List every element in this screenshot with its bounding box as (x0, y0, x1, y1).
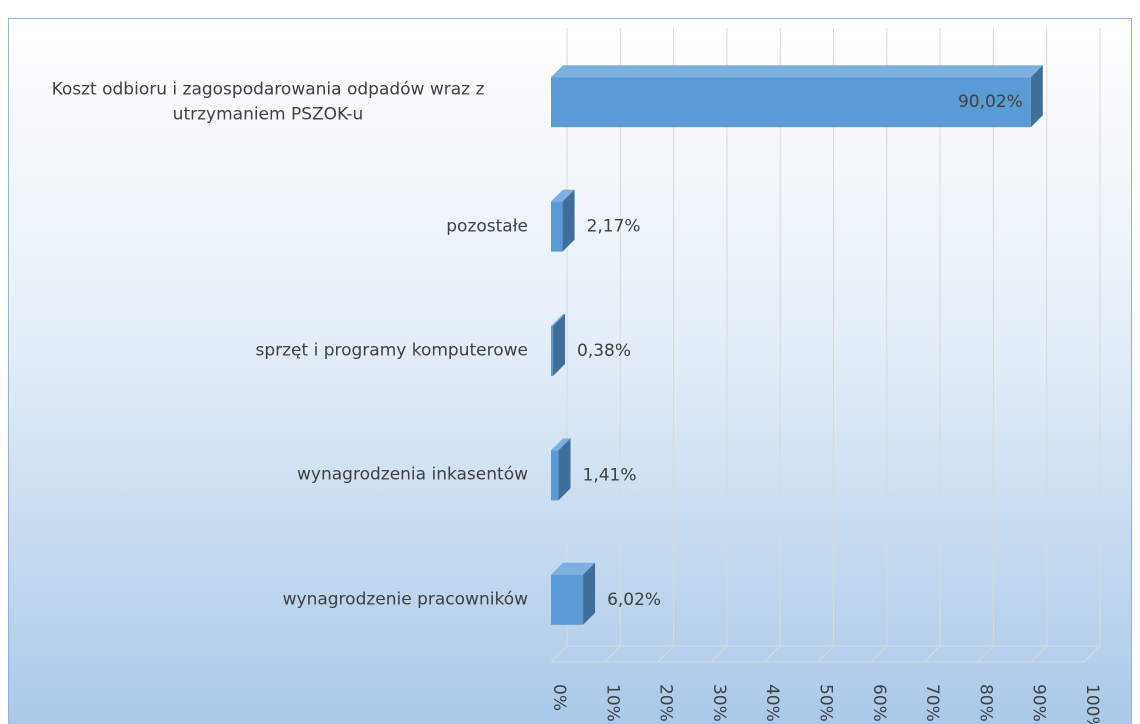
floor-grid-line (603, 645, 621, 663)
floor-grid-line (710, 645, 728, 663)
category-label-box: Koszt odbioru i zagospodarowania odpadów… (8, 78, 528, 127)
floor-grid-line (817, 645, 834, 663)
floor-grid-line (550, 645, 568, 663)
y-tick-label: sprzęt i programy komputerowe (255, 340, 528, 361)
y-tick-label: pozostałe (446, 216, 528, 237)
category-label-box: sprzęt i programy komputerowe (255, 339, 528, 364)
x-tick-label: 50% (816, 684, 836, 722)
x-tick-label: 100% (1082, 684, 1102, 724)
bar-top (551, 438, 571, 451)
bar-side (553, 314, 566, 376)
floor-grid-line (657, 645, 674, 663)
data-label: 2,17% (587, 217, 641, 237)
data-label: 0,38% (577, 341, 631, 361)
x-tick-label: 10% (602, 684, 622, 722)
y-tick-label: Koszt odbioru i zagospodarowania odpadów… (51, 79, 485, 125)
bar (551, 450, 559, 501)
floor-grid-line (977, 645, 994, 663)
bar (551, 77, 1031, 128)
bar (551, 574, 584, 625)
bar-top (551, 562, 596, 575)
x-tick-label: 70% (922, 684, 942, 722)
data-label: 6,02% (607, 590, 661, 610)
x-tick-label: 40% (762, 684, 782, 722)
bar-side (562, 189, 575, 252)
category-label-box: wynagrodzenie pracowników (283, 587, 528, 612)
category-label-box: wynagrodzenia inkasentów (297, 463, 528, 488)
bar-top (551, 65, 1043, 78)
floor-grid-line (870, 645, 888, 663)
bar-top (551, 189, 575, 202)
floor-grid-line (763, 645, 781, 663)
bar-side (583, 562, 596, 625)
y-tick-label: wynagrodzenie pracowników (282, 589, 528, 610)
floor-grid-line (923, 645, 941, 663)
x-tick-label: 20% (656, 684, 676, 722)
bar (551, 326, 554, 376)
y-tick-label: wynagrodzenia inkasentów (297, 465, 528, 486)
bar (551, 201, 563, 252)
floor-grid-line (1030, 645, 1048, 663)
data-label: 1,41% (583, 465, 637, 485)
x-tick-label: 80% (975, 684, 995, 722)
category-label-box: pozostałe (446, 214, 528, 239)
x-tick-label: 30% (709, 684, 729, 722)
x-tick-label: 90% (1029, 684, 1049, 722)
bar-side (1030, 65, 1043, 128)
bar-side (558, 438, 571, 501)
floor-grid-line (1083, 645, 1101, 663)
x-tick-label: 0% (549, 684, 569, 711)
x-tick-label: 60% (869, 684, 889, 722)
bar-top (551, 314, 566, 326)
data-label: 90,02% (958, 92, 1023, 112)
